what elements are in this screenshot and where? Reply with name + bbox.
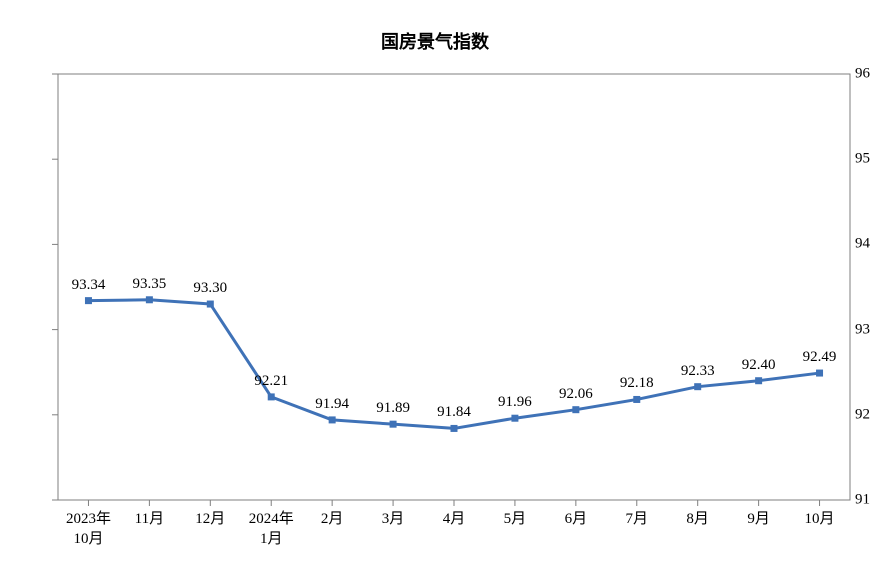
x-tick-label: 4月 — [443, 510, 466, 530]
y-tick-label: 94 — [824, 236, 870, 253]
x-tick-label: 9月 — [747, 510, 770, 530]
x-tick-label: 5月 — [504, 510, 527, 530]
data-label: 93.35 — [133, 276, 167, 293]
data-label: 92.18 — [620, 375, 654, 392]
data-label: 93.30 — [193, 280, 227, 297]
x-tick-label: 3月 — [382, 510, 405, 530]
data-label: 91.96 — [498, 394, 532, 411]
x-tick-label: 11月 — [135, 510, 164, 530]
x-tick-label: 6月 — [565, 510, 588, 530]
x-tick-label: 7月 — [626, 510, 649, 530]
x-tick-label: 2023年 10月 — [66, 510, 111, 549]
chart-container: 国房景气指数 919293949596 2023年 10月11月12月2024年… — [0, 0, 870, 574]
data-label: 91.89 — [376, 400, 410, 417]
data-label: 92.33 — [681, 363, 715, 380]
data-label: 91.94 — [315, 396, 349, 413]
y-tick-label: 95 — [824, 151, 870, 168]
y-tick-label: 92 — [824, 406, 870, 423]
data-label: 92.06 — [559, 386, 593, 403]
x-tick-label: 8月 — [686, 510, 709, 530]
y-tick-label: 93 — [824, 321, 870, 338]
chart-svg — [0, 0, 870, 574]
data-label: 92.40 — [742, 357, 776, 374]
y-tick-label: 91 — [824, 492, 870, 509]
data-label: 93.34 — [72, 277, 106, 294]
data-label: 92.21 — [254, 373, 288, 390]
y-tick-label: 96 — [824, 66, 870, 83]
x-tick-label: 2024年 1月 — [249, 510, 294, 549]
x-tick-label: 12月 — [195, 510, 225, 530]
x-tick-label: 10月 — [805, 510, 835, 530]
data-label: 92.49 — [803, 349, 837, 366]
data-label: 91.84 — [437, 404, 471, 421]
x-tick-label: 2月 — [321, 510, 344, 530]
